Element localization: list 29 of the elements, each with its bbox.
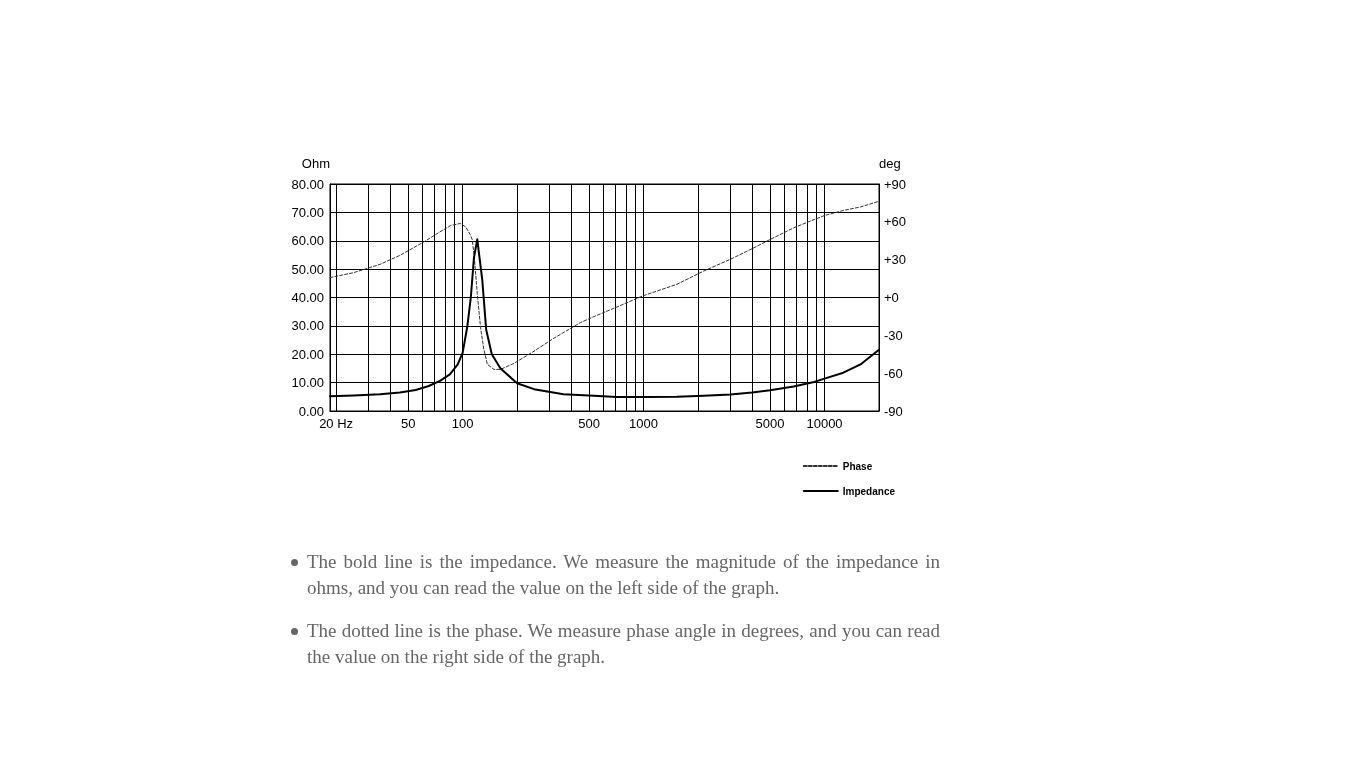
x-tick-label: 1000 [629, 416, 659, 431]
y-tick-label: 40.00 [291, 290, 324, 305]
y2-tick-label: -90 [884, 403, 903, 419]
text: The bold line is the impedance. We measure the magnitude of the impedance in ohms, and you can read the value on the left side of the graph. [307, 550, 940, 600]
y-axis-title: Ohm [301, 156, 330, 171]
y2-tick-label: +90 [884, 176, 907, 192]
y2-tick-label: -30 [884, 327, 903, 343]
x-tick-label: 20 Hz [319, 416, 354, 431]
y2-axis-title: deg [879, 156, 901, 171]
y2-tick-label: -60 [884, 365, 903, 381]
y-tick-label: 10.00 [291, 375, 324, 391]
y2-tick-label: +60 [884, 214, 907, 230]
y-tick-label: 50.00 [291, 261, 324, 277]
x-tick-label: 50 [400, 416, 416, 431]
y2-tick-label: +30 [884, 252, 907, 268]
legend-label: Phase [842, 460, 873, 472]
y-tick-label: 30.00 [291, 318, 324, 334]
x-tick-label: 5000 [755, 416, 785, 431]
y-tick-label: 80.00 [291, 176, 324, 192]
legend-label: Impedance [842, 485, 896, 497]
y2-tick-label: +0 [884, 290, 899, 305]
x-tick-label: 500 [578, 416, 600, 431]
x-tick-label: 100 [451, 416, 474, 431]
y-tick-label: 60.00 [291, 233, 324, 249]
text: The dotted line is the phase. We measure phase angle in degrees, and you can read the value on the right side of the graph. [307, 619, 940, 669]
y-tick-label: 0.00 [298, 403, 324, 419]
y-tick-label: 70.00 [291, 204, 324, 220]
y-tick-label: 20.00 [291, 346, 324, 362]
x-tick-label: 10000 [806, 416, 843, 431]
